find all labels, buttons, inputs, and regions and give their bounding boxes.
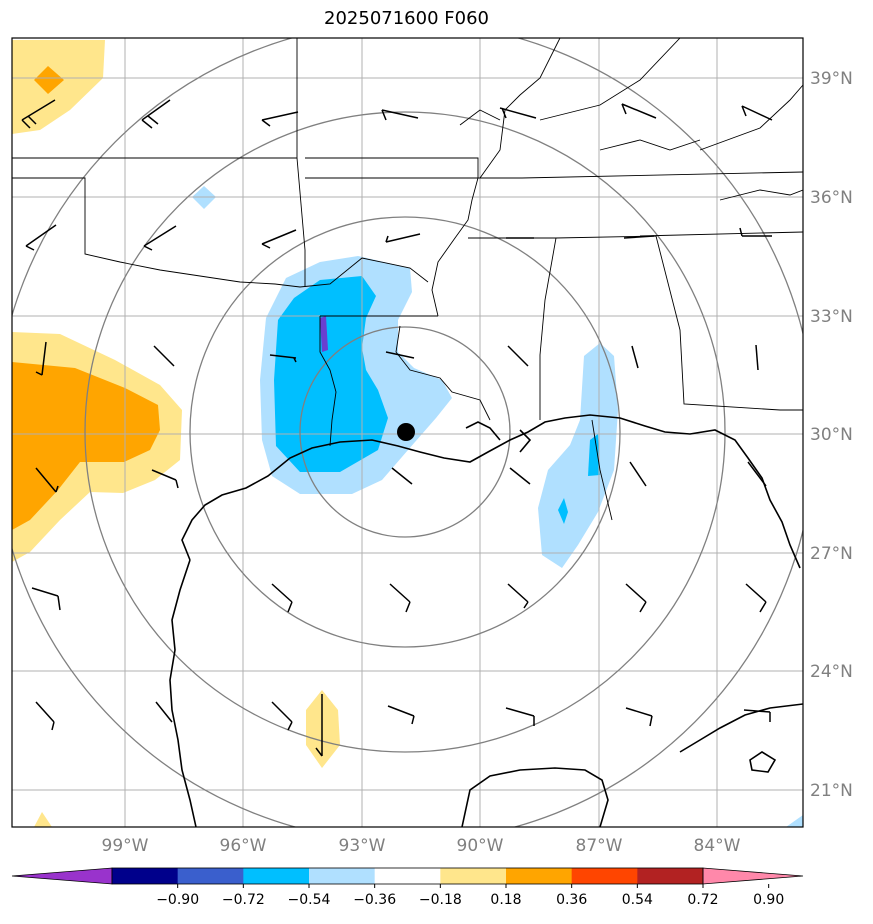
lat-label: 33°N <box>810 307 853 327</box>
colorbar-segment <box>177 868 244 884</box>
lon-label: 99°W <box>102 836 149 856</box>
colorbar-label: 0.54 <box>622 892 653 908</box>
map-frame <box>11 37 804 828</box>
colorbar-extend-low <box>11 867 113 885</box>
colorbar-label: 0.72 <box>687 892 718 908</box>
colorbar-label: 0.18 <box>490 892 521 908</box>
colorbar-frame <box>111 867 704 885</box>
lat-label: 36°N <box>810 188 853 208</box>
colorbar-label: −0.54 <box>288 892 331 908</box>
state-borders <box>12 38 803 521</box>
longitude-labels: 99°W 96°W 93°W 90°W 87°W 84°W <box>102 836 741 856</box>
lat-label: 27°N <box>810 544 853 564</box>
lon-label: 96°W <box>220 836 267 856</box>
colorbar: −0.90 −0.72 −0.54 −0.36 −0.18 0.18 0.36 0.54 0.7… <box>11 867 804 908</box>
lat-label: 24°N <box>810 662 853 682</box>
colorbar-extend-high <box>702 867 804 885</box>
colorbar-segment <box>571 868 638 884</box>
colorbar-label: 0.36 <box>556 892 587 908</box>
colorbar-segment <box>506 868 573 884</box>
map-area <box>12 38 803 827</box>
colorbar-segment <box>309 868 376 884</box>
colorbar-segment <box>374 868 441 884</box>
storm-center-marker <box>397 423 415 441</box>
lat-label: 21°N <box>810 781 853 801</box>
colorbar-segment <box>637 868 704 884</box>
map-title: 2025071600 F060 <box>324 8 489 29</box>
colorbar-label: −0.36 <box>353 892 396 908</box>
wind-barbs <box>21 99 773 757</box>
lon-label: 90°W <box>457 836 504 856</box>
lon-label: 84°W <box>694 836 741 856</box>
colorbar-label: −0.18 <box>419 892 462 908</box>
colorbar-label: 0.90 <box>753 892 784 908</box>
range-rings <box>12 38 803 827</box>
colorbar-segment <box>440 868 507 884</box>
lon-label: 93°W <box>339 836 386 856</box>
lat-label: 30°N <box>810 425 853 445</box>
coastline <box>169 414 803 827</box>
colorbar-label: −0.90 <box>156 892 199 908</box>
lon-label: 87°W <box>576 836 623 856</box>
colorbar-label: −0.72 <box>222 892 265 908</box>
latitude-labels: 39°N 36°N 33°N 30°N 27°N 24°N 21°N <box>810 69 853 801</box>
colorbar-segment <box>243 868 310 884</box>
lat-label: 39°N <box>810 69 853 89</box>
colorbar-segment <box>112 868 179 884</box>
